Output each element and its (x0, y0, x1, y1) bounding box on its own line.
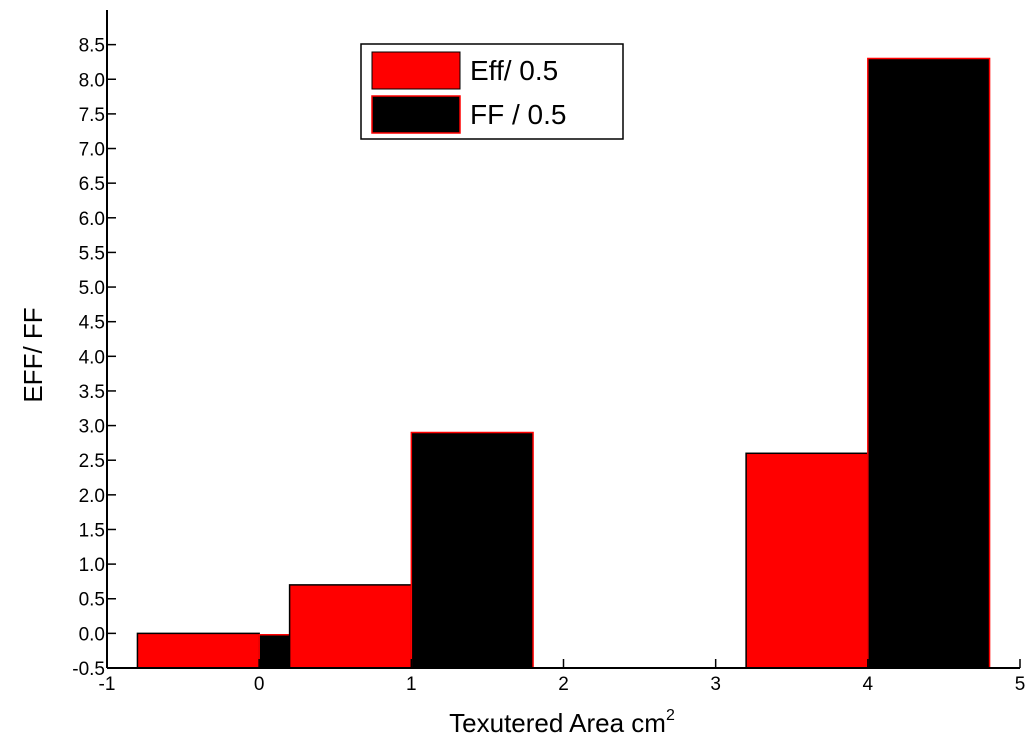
y-tick-label-9: 4.0 (79, 347, 105, 368)
legend-swatch-ff (371, 95, 461, 134)
bar-ff-5 (867, 57, 991, 669)
y-tick-label-17: 8.0 (79, 70, 105, 91)
bars-layer (136, 57, 991, 669)
bar-eff-0 (136, 632, 260, 669)
bar-ff-3 (410, 431, 534, 669)
y-tick-label-7: 3.0 (79, 417, 105, 438)
y-tick-label-10: 4.5 (79, 313, 105, 334)
x-tick-label-0: -1 (99, 674, 116, 695)
x-tick-label-1: 0 (254, 674, 265, 695)
y-tick-label-2: 0.5 (79, 590, 105, 611)
y-tick-label-14: 6.5 (79, 174, 105, 195)
legend-label-eff: Eff/ 0.5 (470, 55, 558, 86)
x-tick-label-5: 4 (863, 674, 874, 695)
y-tick-label-13: 6.0 (79, 209, 105, 230)
y-tick-label-3: 1.0 (79, 555, 105, 576)
ticks-layer: -1 0 1 2 3 4 5 -0.5 0.0 0.5 1.0 1.5 2.0 2.5 3.0 3.5 4.0 4… (72, 36, 1025, 695)
legend-swatch-eff (371, 51, 461, 90)
y-tick-label-8: 3.5 (79, 382, 105, 403)
x-tick-label-3: 2 (558, 674, 569, 695)
x-axis-title-superscript: 2 (666, 707, 675, 724)
y-tick-label-15: 7.0 (79, 140, 105, 161)
y-tick-label-0: -0.5 (72, 659, 105, 680)
bar-eff-2 (288, 584, 413, 669)
x-axis-title: Texutered Area cm2 (449, 707, 675, 738)
x-tick-label-2: 1 (406, 674, 417, 695)
x-axis-title-text: Texutered Area cm (449, 708, 666, 738)
y-axis-title: EFF/ FF (18, 307, 48, 402)
y-tick-label-4: 1.5 (79, 520, 105, 541)
x-tick-label-4: 3 (710, 674, 721, 695)
x-tick-label-6: 5 (1015, 674, 1026, 695)
y-tick-label-1: 0.0 (79, 624, 105, 645)
y-tick-label-5: 2.0 (79, 486, 105, 507)
legend: Eff/ 0.5 FF / 0.5 (360, 43, 624, 140)
y-tick-label-12: 5.5 (79, 243, 105, 264)
bar-eff-4 (745, 452, 869, 669)
y-tick-label-18: 8.5 (79, 36, 105, 57)
y-tick-label-6: 2.5 (79, 451, 105, 472)
y-tick-label-11: 5.0 (79, 278, 105, 299)
y-tick-label-16: 7.5 (79, 105, 105, 126)
legend-label-ff: FF / 0.5 (470, 99, 566, 130)
